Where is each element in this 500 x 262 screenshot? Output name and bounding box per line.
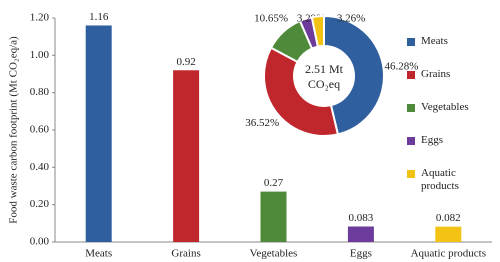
legend-label: Meats (421, 35, 448, 47)
y-tick-label: 0.40 (30, 161, 50, 173)
legend-swatch (407, 38, 415, 46)
donut-value-label: 46.28% (385, 60, 419, 72)
bar (85, 25, 112, 242)
value-label: 1.16 (89, 11, 109, 23)
donut-center-label: 2.51 Mt CO₂eq (304, 62, 343, 91)
y-tick-label: 0.80 (30, 86, 50, 98)
x-tick-label: Aquatic products (411, 248, 486, 260)
donut-value-label: 3.26% (337, 12, 365, 24)
value-label: 0.082 (436, 212, 461, 224)
value-label: 0.083 (349, 212, 374, 224)
donut-value-label: 10.65% (254, 12, 288, 24)
donut-slice (310, 14, 325, 48)
legend-swatch (407, 170, 415, 178)
legend-swatch (407, 71, 415, 79)
x-tick-label: Grains (171, 248, 200, 260)
x-tick-label: Vegetables (250, 248, 298, 260)
x-tick-label: Meats (85, 248, 112, 260)
legend-label: Eggs (421, 134, 443, 146)
legend-label: Grains (421, 68, 451, 80)
donut-slice (323, 14, 385, 136)
x-tick-label: Eggs (350, 248, 372, 260)
donut-slice (263, 46, 340, 137)
y-tick-label: 0.00 (30, 236, 50, 248)
y-axis-label: Food waste carbon footprint (Mt CO₂eq/a) (8, 36, 20, 224)
y-tick-label: 1.20 (30, 12, 50, 24)
legend-swatch (407, 137, 415, 145)
y-tick-label: 0.20 (30, 198, 50, 210)
y-tick-label: 1.00 (30, 49, 50, 61)
value-label: 0.92 (176, 56, 195, 68)
bar (260, 191, 287, 242)
bar (435, 226, 462, 242)
legend-label: Aquatic products (421, 167, 459, 192)
value-label: 0.27 (264, 177, 284, 189)
legend-label: Vegetables (421, 101, 469, 113)
bar (173, 70, 200, 243)
y-tick-label: 0.60 (30, 124, 50, 136)
bar (347, 226, 374, 242)
legend-swatch (407, 104, 415, 112)
donut-value-label: 36.52% (245, 117, 279, 129)
